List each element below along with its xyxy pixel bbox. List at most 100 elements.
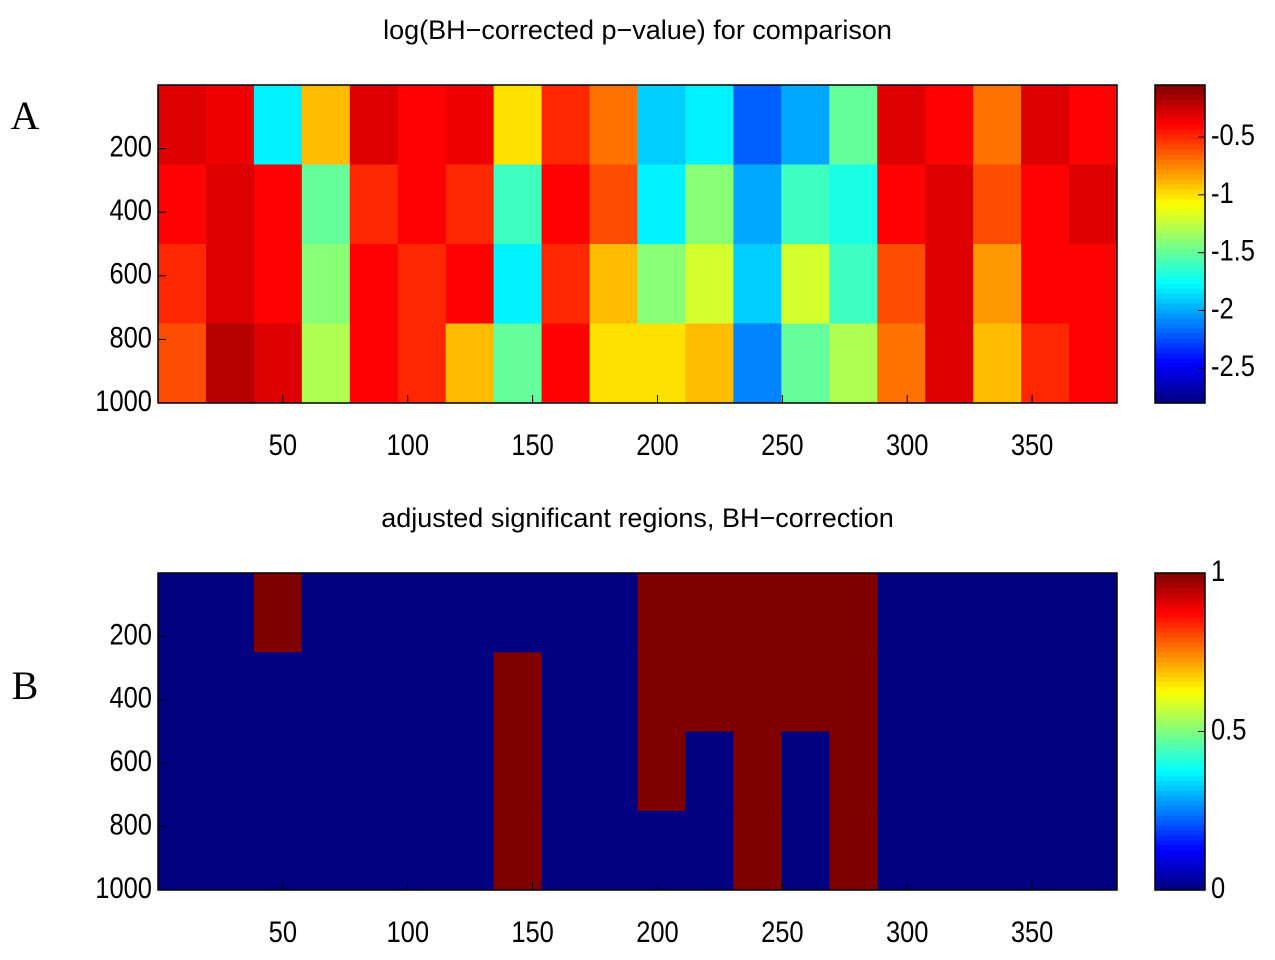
heatmap-cell [925,573,974,653]
heatmap-cell [637,323,686,404]
colorbar-step [1155,870,1205,876]
heatmap-cell [1069,652,1118,732]
colorbar-step [1155,328,1205,335]
heatmap-cell [637,85,686,165]
heatmap-cell [205,573,255,653]
colorbar-step [1155,169,1205,176]
heatmap-cell [829,244,878,324]
colorbar-step [1155,830,1205,837]
heatmap-cell [733,244,782,324]
heatmap-cell [589,573,638,653]
colorbar-step [1155,840,1205,847]
heatmap-cell [829,323,878,404]
heatmap-cell [877,810,926,891]
colorbar-step [1155,224,1205,230]
heatmap-cell [829,164,878,245]
heatmap-cell [349,85,399,165]
colorbar-step [1155,652,1205,658]
x-tick-label: 300 [886,915,929,948]
colorbar-step [1155,667,1205,673]
colorbar-step [1155,761,1205,767]
colorbar-step [1155,790,1205,797]
heatmap-cell [589,810,638,891]
heatmap-cell [253,164,303,245]
heatmap-cell [445,85,495,165]
colorbar-step [1155,234,1205,240]
heatmap-cell [973,85,1022,165]
heatmap-cell [925,810,974,891]
colorbar-step [1155,582,1205,589]
heatmap-cell [1021,810,1070,891]
colorbar-step [1155,592,1205,599]
colorbar-step [1155,139,1205,146]
colorbar-step [1155,358,1205,364]
colorbar-step [1155,736,1205,743]
heatmap-cell [973,573,1022,653]
x-tick-label: 250 [761,428,804,461]
heatmap-cell [445,244,495,324]
heatmap-cell [205,244,255,324]
x-tick-label: 200 [636,915,679,948]
heatmap-cell [205,164,255,245]
heatmap-cell [158,573,207,653]
heatmap-cell [973,244,1022,324]
colorbar-step [1155,174,1205,181]
x-tick-label: 50 [269,915,297,948]
colorbar-step [1155,637,1205,643]
heatmap-cell [397,244,447,324]
plot-frame [157,84,1118,404]
colorbar-step [1155,219,1205,225]
colorbar-step [1155,129,1205,136]
colorbar-step [1155,696,1205,703]
colorbar-step [1155,383,1205,389]
heatmap-cell [301,652,351,732]
heatmap-cell [973,323,1022,404]
heatmap-cell [637,652,686,732]
colorbar-step [1155,741,1205,747]
colorbar-step [1155,880,1205,886]
heatmap-cell [685,85,734,165]
colorbar-step [1155,627,1205,634]
heatmap-cell [973,652,1022,732]
heatmap-cell [877,164,926,245]
colorbar-step [1155,672,1205,678]
heatmap-cell [493,652,543,732]
heatmap-cell [158,652,207,732]
heatmap-cell [205,323,255,404]
colorbar-step [1155,353,1205,359]
heatmap-cell [781,810,830,891]
colorbar-step [1155,114,1205,121]
x-tick-label: 50 [269,428,297,461]
heatmap-cell [541,164,591,245]
colorbar-step [1155,795,1205,802]
heatmap-cell [733,573,782,653]
heatmap-cell [493,323,543,404]
plot-frame [157,572,1118,891]
heatmap-cell [829,731,878,812]
x-tick-label: 300 [886,428,929,461]
colorbar-step [1155,800,1205,807]
colorbar-step [1155,99,1205,106]
heatmap-cell [158,323,207,404]
heatmap-cell [637,573,686,653]
heatmap-cell [877,244,926,324]
heatmap-cell [397,652,447,732]
x-tick-label: 250 [761,915,804,948]
heatmap-cell [397,164,447,245]
colorbar-step [1155,323,1205,330]
heatmap-cell [925,323,974,404]
colorbar-step [1155,85,1205,91]
heatmap-cell [829,810,878,891]
heatmap-cell [445,164,495,245]
y-tick-label: 200 [109,130,152,163]
heatmap-cell [253,652,303,732]
heatmap-cell [589,85,638,165]
heatmap-cell [877,573,926,653]
heatmap-cell [925,244,974,324]
heatmap-cell [205,85,255,165]
colorbar-step [1155,706,1205,713]
heatmap-cell [685,573,734,653]
heatmap-cell [445,652,495,732]
colorbar-step [1155,617,1205,624]
heatmap-cell [397,85,447,165]
